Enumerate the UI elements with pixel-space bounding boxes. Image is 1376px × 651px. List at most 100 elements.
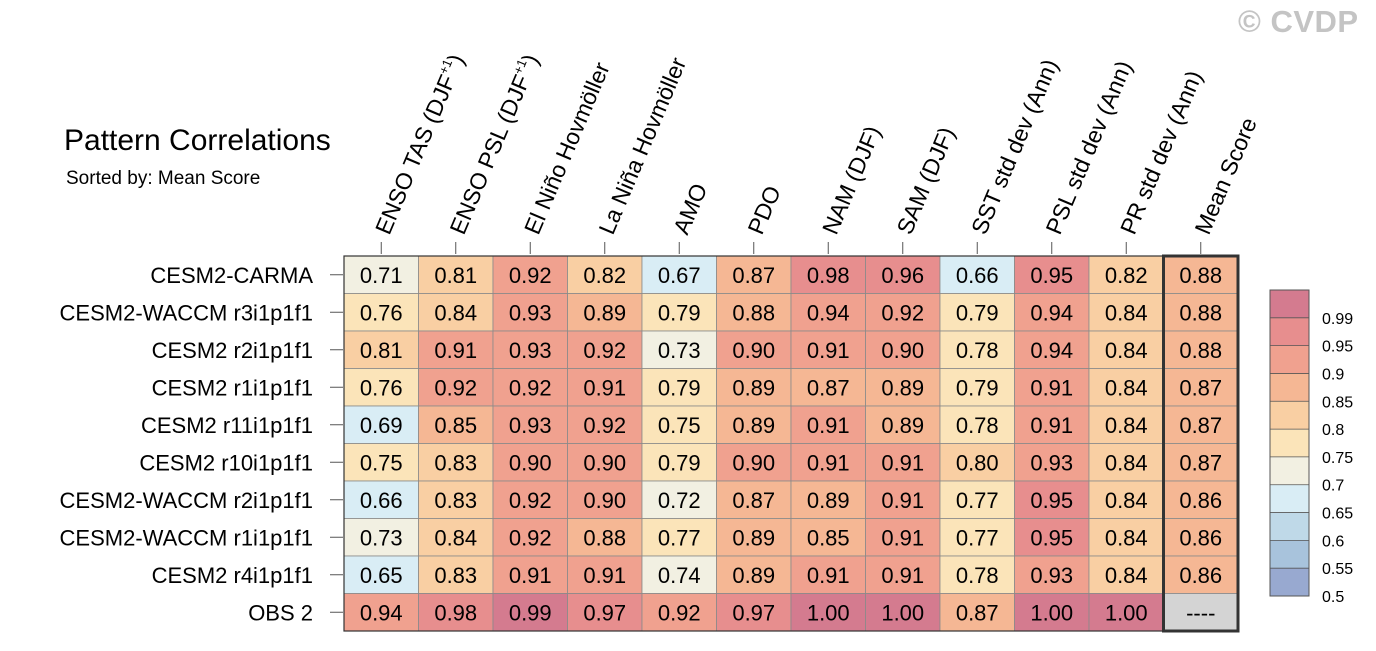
colorbar-label: 0.8 [1322, 422, 1344, 439]
colorbar-segment [1270, 373, 1309, 402]
row-label: CESM2-WACCM r1i1p1f1 [60, 525, 313, 550]
colorbar-segment [1270, 540, 1309, 569]
cell-value: 0.92 [583, 413, 626, 438]
colorbar-segment [1270, 401, 1309, 430]
heatmap-cell [641, 480, 717, 519]
heatmap-cell [641, 330, 717, 369]
heatmap-cell [716, 330, 792, 369]
cell-value: 0.87 [956, 600, 999, 625]
row-label: CESM2 r11i1p1f1 [141, 413, 313, 438]
cell-value: 0.90 [732, 338, 775, 363]
cell-value: 0.94 [1030, 338, 1073, 363]
heatmap-cell [716, 518, 792, 557]
colorbar-segment [1270, 429, 1309, 457]
cell-value: 0.83 [434, 450, 477, 475]
heatmap-cell [939, 443, 1015, 482]
cell-value: 0.89 [881, 413, 924, 438]
heatmap-cell [418, 368, 494, 407]
heatmap-cell [567, 293, 643, 332]
cell-value: 0.88 [1179, 338, 1222, 363]
heatmap-cell [343, 368, 419, 407]
cell-value: 0.93 [509, 338, 552, 363]
cell-value: 0.86 [1179, 488, 1222, 513]
heatmap-cell [492, 480, 568, 519]
row-label: CESM2 r2i1p1f1 [152, 338, 313, 363]
cell-value: 0.82 [583, 263, 626, 288]
heatmap-cell [567, 405, 643, 444]
cell-value: 0.90 [881, 338, 924, 363]
heatmap-cell [790, 443, 866, 482]
cell-value: 0.92 [509, 375, 552, 400]
colorbar-segment [1270, 345, 1309, 374]
cell-value: 0.82 [1105, 263, 1148, 288]
heatmap-cell [418, 255, 494, 294]
cell-value: 0.72 [658, 488, 701, 513]
heatmap-cell [1163, 255, 1239, 294]
chart-title: Pattern Correlations [64, 124, 331, 157]
heatmap-cell [865, 443, 941, 482]
heatmap-cell [418, 593, 494, 632]
heatmap-cell [865, 555, 941, 594]
cell-value: 0.89 [732, 525, 775, 550]
cell-value: 0.88 [583, 525, 626, 550]
mean-score-column-frame [1162, 254, 1240, 633]
cell-value: 0.98 [807, 263, 850, 288]
cell-value: 0.90 [732, 450, 775, 475]
colorbar-label: 0.7 [1322, 478, 1344, 495]
cell-value: 1.00 [1105, 600, 1148, 625]
column-label: PDO [742, 182, 785, 238]
heatmap-cell [1088, 255, 1164, 294]
colorbar-label: 0.55 [1322, 561, 1353, 578]
heatmap-cell [1014, 255, 1090, 294]
heatmap-cell [641, 555, 717, 594]
cell-value: 0.94 [807, 300, 850, 325]
cell-value: 0.92 [434, 375, 477, 400]
heatmap-cell [865, 255, 941, 294]
colorbar-label: 0.99 [1322, 311, 1353, 328]
heatmap-cell [567, 255, 643, 294]
heatmap-cell [567, 368, 643, 407]
column-label: AMO [668, 180, 712, 238]
cell-value: 0.92 [509, 263, 552, 288]
cell-value: 0.91 [807, 338, 850, 363]
cell-value: 0.85 [434, 413, 477, 438]
heatmap-cell [716, 368, 792, 407]
cell-value: 0.89 [732, 413, 775, 438]
cell-value: 1.00 [1030, 600, 1073, 625]
heatmap-cell [418, 405, 494, 444]
column-label: Mean Score [1189, 114, 1261, 238]
cell-value: 0.88 [1179, 300, 1222, 325]
heatmap-cell [790, 255, 866, 294]
cell-value: 0.83 [434, 563, 477, 588]
cell-value: 0.79 [658, 375, 701, 400]
cell-value: 0.84 [1105, 450, 1148, 475]
cell-value: ---- [1186, 600, 1215, 625]
cell-value: 0.91 [807, 563, 850, 588]
heatmap-cell [790, 368, 866, 407]
colorbar-label: 0.5 [1322, 589, 1344, 606]
heatmap-cell [567, 593, 643, 632]
cell-value: 0.91 [881, 525, 924, 550]
cell-value: 0.87 [807, 375, 850, 400]
heatmap-cell [492, 330, 568, 369]
heatmap-cell [641, 593, 717, 632]
cell-value: 0.88 [1179, 263, 1222, 288]
heatmap-cell [343, 293, 419, 332]
cell-value: 0.84 [434, 300, 477, 325]
heatmap-cell [790, 593, 866, 632]
heatmap-cell [1163, 518, 1239, 557]
cell-value: 0.66 [956, 263, 999, 288]
colorbar-label: 0.9 [1322, 366, 1344, 383]
cell-value: 0.71 [360, 263, 403, 288]
heatmap-cell [1088, 330, 1164, 369]
cell-value: 0.87 [1179, 450, 1222, 475]
heatmap-cell [1088, 555, 1164, 594]
heatmap-cell [492, 405, 568, 444]
cell-value: 0.84 [1105, 375, 1148, 400]
heatmap-cell [1163, 480, 1239, 519]
heatmap-cell [1088, 443, 1164, 482]
row-label: CESM2 r1i1p1f1 [152, 375, 313, 400]
heatmap-cell [567, 518, 643, 557]
heatmap-cell [641, 518, 717, 557]
